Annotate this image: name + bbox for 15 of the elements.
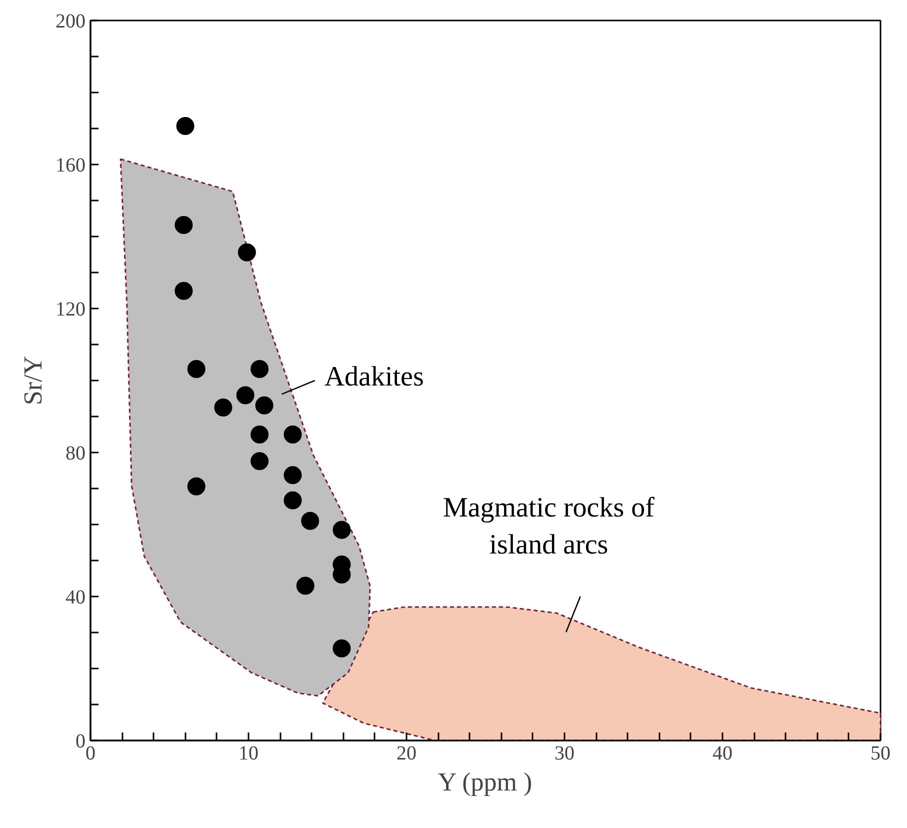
- x-tick-label: 50: [870, 742, 890, 764]
- point: [176, 116, 194, 135]
- x-tick-label: 20: [396, 742, 416, 764]
- annotation: Magmatic rocks of island arcs: [442, 492, 656, 560]
- y-axis-title: Sr/Y: [18, 356, 48, 406]
- x-tick-label: 30: [554, 742, 574, 764]
- y-tick-label: 160: [56, 154, 86, 176]
- x-tick-label: 40: [712, 742, 732, 764]
- y-tick-label: 80: [66, 442, 86, 464]
- y-tick-label: 200: [56, 10, 86, 32]
- x-axis-title: Y (ppm ): [438, 768, 532, 796]
- y-tick-label: 120: [56, 298, 86, 320]
- x-tick-label: 10: [238, 742, 258, 764]
- y-tick-label: 40: [66, 586, 86, 608]
- annotation: Adakites: [324, 361, 424, 392]
